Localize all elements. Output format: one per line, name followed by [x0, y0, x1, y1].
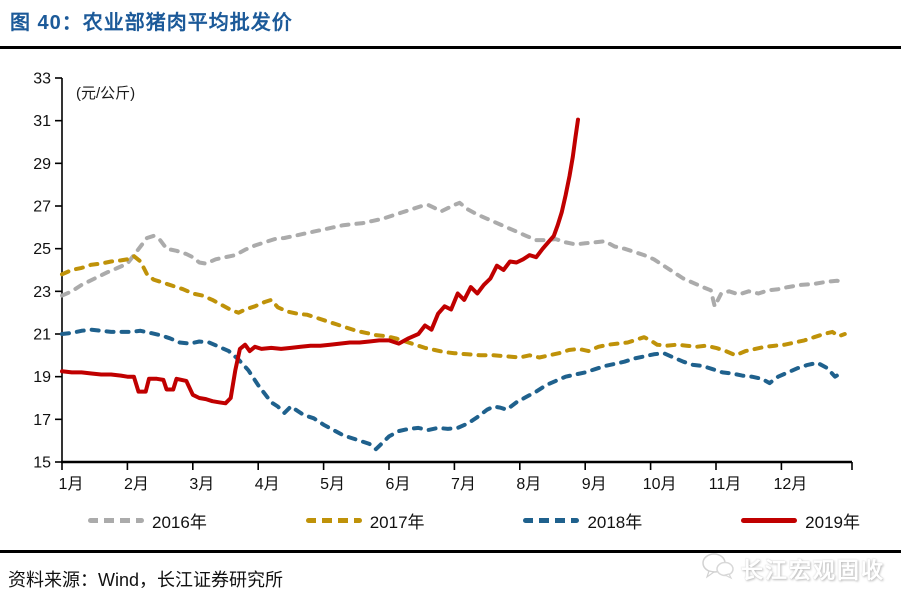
legend-swatch-2018 — [523, 517, 580, 523]
svg-text:25: 25 — [33, 241, 51, 258]
watermark: 长江宏观固收 — [701, 552, 885, 585]
svg-text:7月: 7月 — [451, 476, 476, 493]
legend-item-2016: 2016年 — [88, 508, 207, 533]
legend-label-2017: 2017年 — [369, 512, 425, 532]
svg-text:1月: 1月 — [59, 476, 84, 493]
svg-text:8月: 8月 — [516, 476, 541, 493]
legend-label-2019: 2019年 — [805, 512, 860, 532]
wechat-icon — [701, 552, 735, 585]
legend-label-2016: 2016年 — [152, 512, 207, 532]
watermark-text: 长江宏观固收 — [740, 557, 885, 583]
svg-text:15: 15 — [33, 455, 51, 472]
svg-text:2月: 2月 — [124, 476, 149, 493]
chart-legend: 2016年 2017年 2018年 2019年 — [88, 506, 860, 534]
legend-label-2018: 2018年 — [587, 512, 643, 532]
legend-item-2017: 2017年 — [305, 508, 425, 533]
chart-canvas: 15 17 19 21 23 25 27 29 31 33 1月 2月 3月 4月 5月 6月 7月 8月 9月 10… — [33, 71, 853, 493]
svg-text:31: 31 — [33, 113, 51, 130]
legend-swatch-2017 — [305, 517, 362, 523]
svg-text:12月: 12月 — [773, 476, 807, 493]
svg-text:4月: 4月 — [255, 476, 280, 493]
svg-text:3月: 3月 — [189, 476, 214, 493]
header-divider — [0, 46, 901, 49]
legend-item-2019: 2019年 — [741, 508, 860, 533]
svg-text:10月: 10月 — [643, 476, 677, 493]
svg-text:33: 33 — [33, 71, 51, 88]
y-axis-unit-label: (元/公斤) — [76, 85, 136, 102]
legend-item-2018: 2018年 — [523, 508, 642, 533]
footer-divider — [0, 550, 901, 553]
figure-title: 图 40：农业部猪肉平均批发价 — [10, 12, 293, 34]
svg-text:21: 21 — [33, 327, 51, 344]
svg-text:17: 17 — [33, 412, 51, 429]
svg-text:23: 23 — [33, 284, 51, 301]
legend-swatch-2019 — [741, 517, 798, 523]
svg-text:19: 19 — [33, 369, 51, 386]
svg-text:11月: 11月 — [709, 476, 742, 493]
source-note: 资料来源：Wind，长江证券研究所 — [8, 570, 284, 590]
svg-text:6月: 6月 — [386, 476, 411, 493]
legend-swatch-2016 — [88, 517, 144, 523]
svg-text:5月: 5月 — [320, 476, 345, 493]
svg-text:29: 29 — [33, 156, 51, 173]
svg-text:9月: 9月 — [582, 476, 607, 493]
line-chart: 15 17 19 21 23 25 27 29 31 33 1月 2月 3月 4月 5月 6月 7月 8月 9月 10… — [0, 52, 901, 504]
svg-text:27: 27 — [33, 199, 51, 216]
